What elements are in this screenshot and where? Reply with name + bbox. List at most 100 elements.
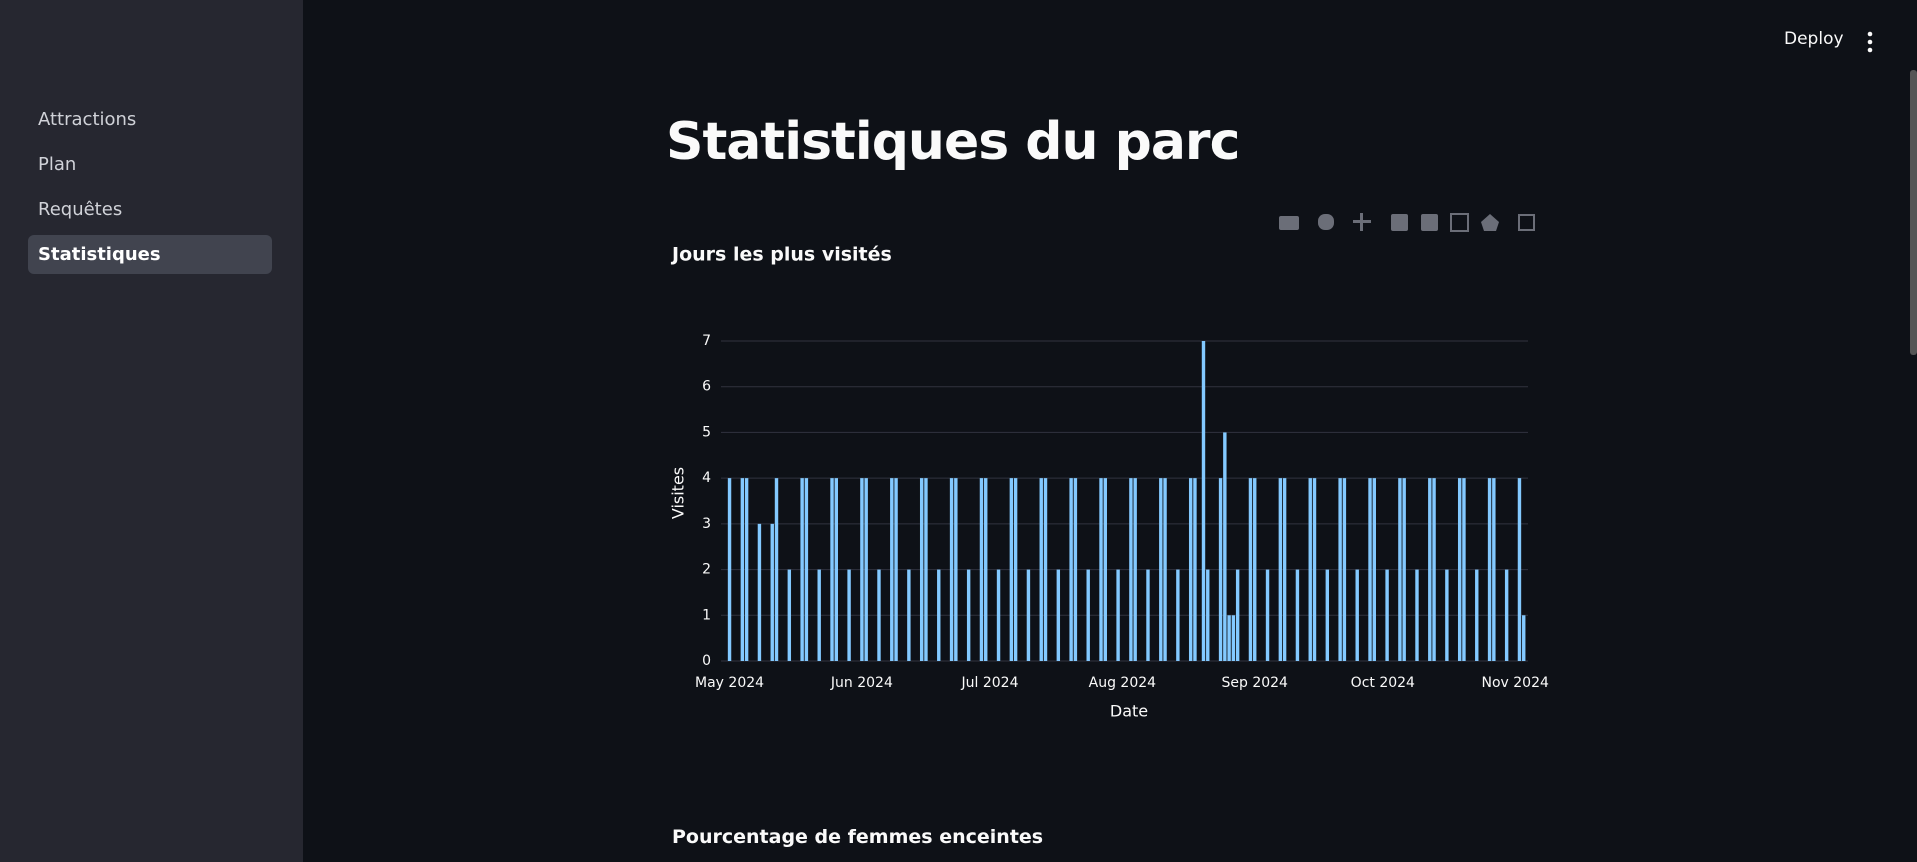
bar <box>1402 478 1406 661</box>
nav-item[interactable]: Requêtes <box>38 199 123 220</box>
bar <box>1372 478 1376 661</box>
bar <box>1176 569 1180 661</box>
y-tick-label: 3 <box>702 516 711 532</box>
bar <box>757 523 762 661</box>
bar <box>847 569 851 661</box>
y-tick-label: 7 <box>702 333 711 349</box>
bar <box>1504 569 1509 661</box>
bar <box>1201 341 1206 661</box>
bar <box>1069 478 1073 661</box>
bar <box>1043 478 1048 661</box>
bar <box>1457 478 1462 661</box>
x-tick-label: Jun 2024 <box>830 675 893 691</box>
bar <box>1517 478 1522 661</box>
scrollbar[interactable] <box>1910 70 1917 355</box>
nav-item[interactable]: Attractions <box>38 109 137 130</box>
bar <box>817 569 821 661</box>
bar <box>1325 569 1330 661</box>
bar <box>1342 478 1347 661</box>
bar <box>1312 478 1317 661</box>
bar <box>1133 478 1137 661</box>
bar <box>1163 478 1167 661</box>
bar <box>1368 478 1372 661</box>
x-tick-label: Nov 2024 <box>1481 675 1548 691</box>
bar <box>1428 478 1432 661</box>
bar <box>864 478 868 661</box>
y-tick-label: 1 <box>702 607 711 623</box>
bar <box>1103 478 1107 661</box>
menu-button[interactable] <box>1860 27 1880 57</box>
sidebar: Attractions Plan Requêtes Statistiques <box>0 0 303 862</box>
bar <box>984 478 988 661</box>
bar <box>1265 569 1270 661</box>
bar <box>1227 615 1231 661</box>
chart-title: Jours les plus visités <box>670 244 892 266</box>
bar <box>787 569 792 661</box>
bar <box>1385 569 1389 661</box>
bar <box>1253 478 1257 661</box>
bar <box>1146 569 1150 661</box>
bar <box>890 478 894 661</box>
bar <box>1159 478 1163 661</box>
y-tick-label: 6 <box>702 379 711 395</box>
bar <box>1039 478 1043 661</box>
bar <box>1193 478 1197 661</box>
bar <box>877 569 881 661</box>
x-tick-label: Oct 2024 <box>1351 675 1415 691</box>
chart-toolbar[interactable] <box>1279 213 1535 232</box>
deploy-button[interactable]: Deploy <box>1784 29 1844 49</box>
bar <box>744 478 749 661</box>
x-tick-label: Aug 2024 <box>1089 675 1157 691</box>
bar <box>770 523 774 661</box>
bar <box>919 478 924 661</box>
bar <box>1338 478 1342 661</box>
bar <box>1073 478 1078 661</box>
bar <box>800 478 804 661</box>
nav-item[interactable]: Statistiques <box>28 235 272 274</box>
bar <box>996 569 1001 661</box>
bar <box>834 478 838 661</box>
nav-item[interactable]: Plan <box>38 154 77 175</box>
bar <box>907 569 911 661</box>
bar <box>894 478 898 661</box>
bar <box>1009 478 1014 661</box>
bar <box>1248 478 1253 661</box>
section-title: Pourcentage de femmes enceintes <box>672 826 1044 848</box>
bar <box>954 478 958 661</box>
bar <box>1129 478 1133 661</box>
bar <box>860 478 864 661</box>
bar <box>1188 478 1193 661</box>
x-tick-label: Jul 2024 <box>961 675 1019 691</box>
bar <box>1282 478 1287 661</box>
bar <box>1492 478 1496 661</box>
bar <box>1398 478 1402 661</box>
bar <box>727 478 732 661</box>
bar <box>1278 478 1283 661</box>
bar <box>1099 478 1103 661</box>
bar <box>774 478 779 661</box>
bar <box>740 478 745 661</box>
bar <box>1206 569 1210 661</box>
bar <box>1223 432 1227 661</box>
bar <box>1056 569 1061 661</box>
bar <box>924 478 928 661</box>
bar <box>1026 569 1031 661</box>
bar <box>1432 478 1436 661</box>
bar <box>804 478 809 661</box>
bar <box>937 569 941 661</box>
x-tick-label: May 2024 <box>695 675 764 691</box>
bar <box>1355 569 1359 661</box>
bar <box>1462 478 1466 661</box>
bar <box>1231 615 1236 661</box>
bar <box>949 478 954 661</box>
y-tick-label: 2 <box>702 562 711 578</box>
x-tick-label: Sep 2024 <box>1221 675 1288 691</box>
y-axis-title: Visites <box>669 467 688 519</box>
y-tick-label: 0 <box>702 653 711 669</box>
bar <box>1218 478 1223 661</box>
bar <box>1308 478 1312 661</box>
y-tick-label: 4 <box>702 470 711 486</box>
bar <box>1086 569 1090 661</box>
